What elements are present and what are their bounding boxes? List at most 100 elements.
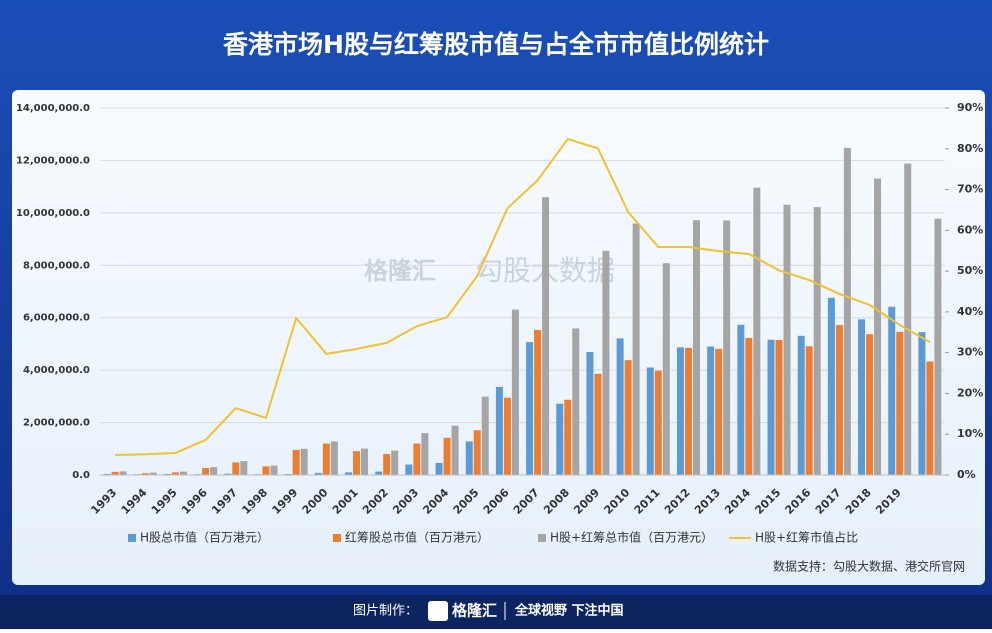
bar xyxy=(572,328,580,475)
bar xyxy=(646,367,654,475)
bar xyxy=(511,309,519,475)
bar xyxy=(322,443,330,475)
bar xyxy=(465,441,473,475)
line xyxy=(115,137,931,457)
y2-tick-label: 30% xyxy=(957,346,983,359)
bar xyxy=(345,472,353,475)
y2-tick-label: 70% xyxy=(957,183,983,196)
bar xyxy=(240,461,248,475)
bar xyxy=(119,471,127,475)
bar xyxy=(813,207,821,475)
bar xyxy=(874,178,882,476)
bar xyxy=(767,339,775,475)
bar xyxy=(481,396,489,475)
y2-tick-label: 0% xyxy=(957,468,976,481)
bar xyxy=(904,163,912,475)
bar xyxy=(451,425,459,475)
bar xyxy=(330,441,338,475)
bar xyxy=(624,360,632,475)
bar xyxy=(835,325,843,475)
legend-label: H股+红筹市值占比 xyxy=(755,530,858,545)
bar xyxy=(163,473,171,475)
bar xyxy=(723,220,731,475)
bar xyxy=(270,465,278,475)
legend-swatch xyxy=(128,534,136,542)
source: 数据支持：勾股大数据、港交所官网 xyxy=(773,559,965,574)
bar xyxy=(918,332,926,475)
bar xyxy=(443,437,451,475)
footer-bar xyxy=(0,595,992,629)
bar xyxy=(858,319,866,475)
bar xyxy=(413,443,421,475)
bar xyxy=(654,370,662,475)
bar xyxy=(314,472,322,475)
y2-tick-label: 50% xyxy=(957,264,983,277)
bar xyxy=(737,324,745,475)
bar xyxy=(391,450,399,475)
bar xyxy=(602,250,610,475)
bar xyxy=(896,331,904,475)
bar xyxy=(715,348,723,475)
bar xyxy=(111,471,119,475)
bar xyxy=(888,306,896,475)
watermark: 格隆汇 xyxy=(364,257,436,285)
bar xyxy=(745,337,753,475)
bar xyxy=(676,347,684,475)
footer-text: 图片制作： xyxy=(353,604,418,619)
bar xyxy=(375,471,383,475)
bar xyxy=(594,373,602,475)
y-tick-label: 0.0 xyxy=(72,470,90,481)
bar xyxy=(662,263,670,475)
y2-tick-label: 40% xyxy=(957,305,983,318)
title: 香港市场H股与红筹股市值与占全市市值比例统计 xyxy=(223,30,769,59)
bar xyxy=(632,223,640,475)
bar xyxy=(179,471,187,475)
bar xyxy=(616,338,624,475)
bar xyxy=(534,330,542,475)
bar xyxy=(556,403,564,475)
bar xyxy=(232,462,240,475)
y-tick-label: 10,000,000.0 xyxy=(16,208,90,219)
bar xyxy=(775,339,783,475)
y-tick-label: 14,000,000.0 xyxy=(16,103,90,114)
bar xyxy=(934,218,942,476)
legend-label: H股总市值（百万港元） xyxy=(140,530,269,545)
bar xyxy=(707,346,715,475)
bar xyxy=(224,473,232,475)
y-tick-label: 2,000,000.0 xyxy=(23,418,90,429)
bar xyxy=(361,448,369,475)
footer-brand: 格隆汇 xyxy=(452,602,497,620)
bar xyxy=(292,449,300,475)
bar xyxy=(405,464,413,475)
bar xyxy=(300,448,308,475)
bar xyxy=(526,342,534,475)
logo-icon xyxy=(428,601,448,621)
bar xyxy=(692,220,700,475)
bar xyxy=(141,473,149,475)
y-tick-label: 6,000,000.0 xyxy=(23,313,90,324)
y2-tick-label: 20% xyxy=(957,386,983,399)
bar xyxy=(753,187,761,476)
bar xyxy=(827,297,835,475)
y2-tick-label: 60% xyxy=(957,223,983,236)
bar xyxy=(210,467,218,475)
bar xyxy=(353,451,361,475)
bar xyxy=(103,473,111,475)
bar xyxy=(926,361,934,475)
bar xyxy=(797,335,805,475)
bar xyxy=(542,197,550,475)
bar xyxy=(171,472,179,475)
y-tick-label: 8,000,000.0 xyxy=(23,260,90,271)
y2-tick-label: 80% xyxy=(957,142,983,155)
bar xyxy=(149,472,157,475)
legend-label: 红筹股总市值（百万港元） xyxy=(345,530,489,545)
bar xyxy=(383,454,391,475)
legend-label: H股+红筹总市值（百万港元） xyxy=(550,530,713,545)
bar xyxy=(843,147,851,476)
y2-tick-label: 90% xyxy=(957,101,983,114)
bar xyxy=(284,473,292,475)
legend-swatch xyxy=(333,534,341,542)
bar xyxy=(202,467,210,475)
bar xyxy=(684,347,692,475)
